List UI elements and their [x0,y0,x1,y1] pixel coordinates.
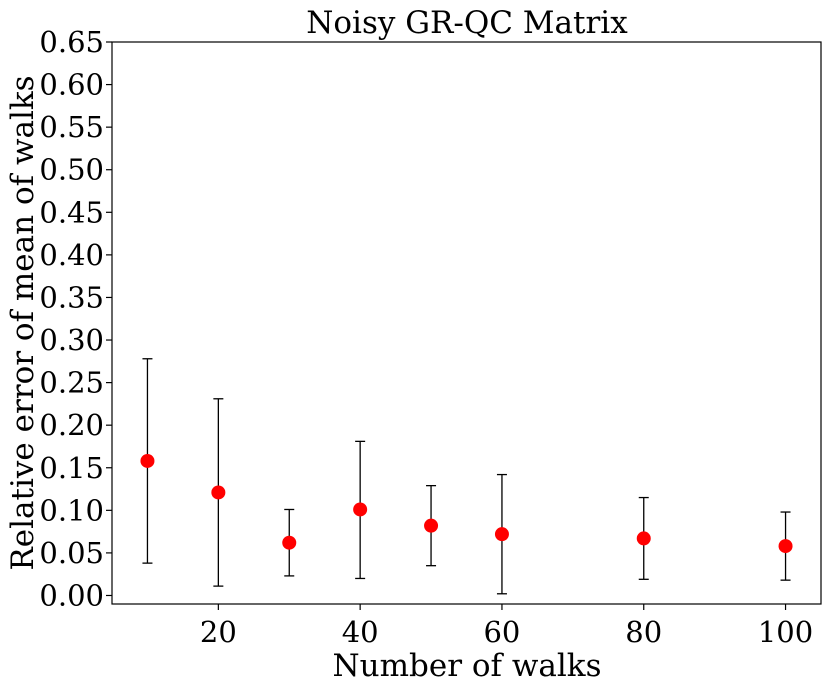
y-tick-label: 0.50 [39,153,104,187]
y-tick-label: 0.55 [39,110,104,144]
x-tick-label: 100 [758,615,813,649]
data-points [140,358,793,595]
x-tick-label: 40 [342,615,379,649]
y-tick-label: 0.40 [39,238,104,272]
data-point [494,527,509,542]
y-tick-label: 0.15 [39,451,104,485]
x-axis-label: Number of walks [333,648,602,684]
y-tick-label: 0.10 [39,493,104,527]
y-tick-label: 0.25 [39,366,104,400]
data-point [140,453,155,468]
plot-frame [111,41,822,605]
x-axis-ticks: 20 40 60 80 100 [200,604,813,649]
y-axis-label: Relative error of mean of walks [5,75,41,570]
x-tick-label: 20 [200,615,237,649]
data-point [778,539,793,554]
y-tick-label: 0.35 [39,280,104,314]
x-tick-label: 80 [625,615,662,649]
chart-title: Noisy GR-QC Matrix [306,5,628,41]
y-tick-label: 0.00 [39,578,104,612]
y-tick-label: 0.60 [39,68,104,102]
y-tick-label: 0.30 [39,323,104,357]
y-tick-label: 0.20 [39,408,104,442]
y-tick-label: 0.05 [39,536,104,570]
x-tick-label: 60 [483,615,520,649]
data-point [282,535,297,550]
y-axis-ticks: 0.00 0.05 0.10 0.15 0.20 0.25 0.30 0.35 0.40 0.45… [39,25,112,612]
data-point [353,502,368,517]
data-point [211,485,226,500]
y-tick-label: 0.45 [39,195,104,229]
data-point [636,531,651,546]
y-tick-label: 0.65 [39,25,104,59]
data-point [424,518,439,533]
